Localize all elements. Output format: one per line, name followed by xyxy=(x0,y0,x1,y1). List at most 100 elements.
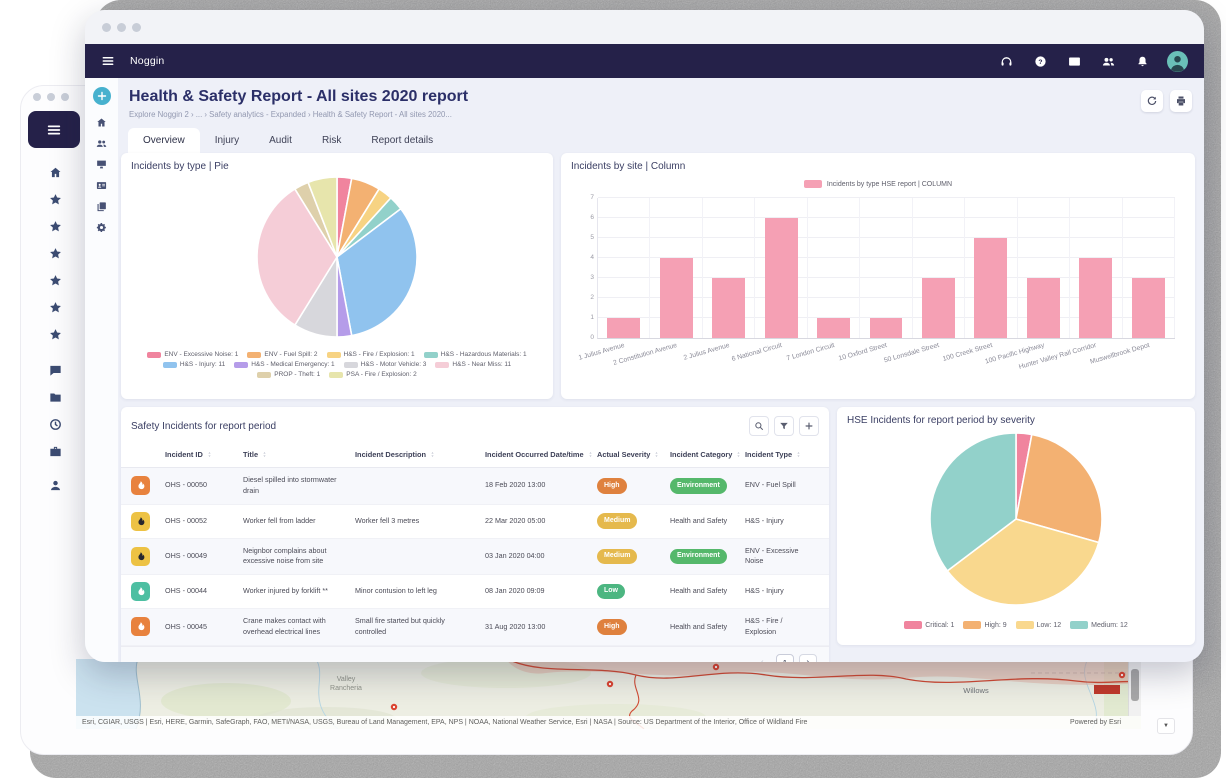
copy-icon[interactable] xyxy=(96,201,107,212)
home-icon[interactable] xyxy=(49,166,62,179)
search-icon[interactable] xyxy=(749,416,769,436)
star-icon[interactable] xyxy=(49,328,62,341)
x-axis-label: 10 Oxford Street xyxy=(838,342,888,363)
briefcase-icon[interactable] xyxy=(49,445,62,458)
window-control-dot[interactable] xyxy=(61,93,69,101)
window-control-dot[interactable] xyxy=(132,22,141,32)
print-icon[interactable] xyxy=(1170,90,1192,112)
menu-button[interactable] xyxy=(28,111,80,148)
pagination-page[interactable]: 1 xyxy=(776,653,794,662)
card-safety-incidents: Safety Incidents for report period Incid… xyxy=(121,407,829,662)
tab-report-details[interactable]: Report details xyxy=(371,135,434,146)
filter-icon[interactable] xyxy=(774,416,794,436)
cell-occurred-datetime: 08 Jan 2020 09:09 xyxy=(485,586,545,596)
flame-icon xyxy=(135,586,146,597)
column-bar xyxy=(921,278,955,338)
star-icon[interactable] xyxy=(49,247,62,260)
window-control-dot[interactable] xyxy=(102,22,111,32)
folder-icon[interactable] xyxy=(49,391,62,404)
table-row[interactable]: OHS - 00049 Neignbor complains about exce… xyxy=(121,538,829,576)
sort-icon[interactable] xyxy=(735,451,742,458)
clock-icon[interactable] xyxy=(49,418,62,431)
home-icon[interactable] xyxy=(96,117,107,128)
table-row[interactable]: OHS - 00044 Worker injured by forklift **… xyxy=(121,575,829,610)
star-icon[interactable] xyxy=(49,220,62,233)
attribution-expand-icon[interactable]: ▼ xyxy=(1157,718,1175,734)
pie-slice xyxy=(1015,433,1103,544)
icon-rail xyxy=(85,78,118,662)
monitor-icon[interactable] xyxy=(96,159,107,170)
window-control-dot[interactable] xyxy=(117,22,126,32)
map-scrollbar[interactable] xyxy=(1128,659,1141,716)
severity-badge: High xyxy=(597,619,627,635)
plus-icon[interactable] xyxy=(799,416,819,436)
cell-title: Worker injured by forklift ** xyxy=(243,586,328,596)
legend-swatch xyxy=(162,361,177,368)
severity-badge: Medium xyxy=(597,548,638,565)
column-bar xyxy=(659,258,693,338)
headset-icon[interactable] xyxy=(1000,55,1013,68)
avatar[interactable] xyxy=(1167,50,1188,72)
cell-icon xyxy=(131,582,165,602)
tab-overview[interactable]: Overview xyxy=(128,128,200,153)
plus-icon[interactable] xyxy=(92,87,111,105)
table-row[interactable]: OHS - 00050 Diesel spilled into stormwate… xyxy=(121,468,829,505)
cell-category: Environment xyxy=(670,478,745,494)
chat-icon[interactable] xyxy=(49,364,62,377)
sort-icon[interactable] xyxy=(795,451,802,458)
scrollbar-thumb[interactable] xyxy=(1131,669,1139,701)
column-slot: 100 Pacific Highway xyxy=(985,198,1071,366)
legend-label: PSA - Fire / Explosion: 2 xyxy=(346,371,417,378)
bell-icon[interactable] xyxy=(1136,55,1149,68)
star-icon[interactable] xyxy=(49,274,62,287)
hamburger-icon xyxy=(46,122,62,138)
help-icon[interactable]: ? xyxy=(1034,55,1047,68)
table-row[interactable]: OHS - 00052 Worker fell from ladder Worker… xyxy=(121,505,829,539)
gear-icon[interactable] xyxy=(96,222,107,233)
tab-injury[interactable]: Injury xyxy=(214,135,240,146)
legend-label: H&S - Injury: 11 xyxy=(179,361,226,368)
star-icon[interactable] xyxy=(49,193,62,206)
column-header-incident-id[interactable]: Incident ID xyxy=(165,450,243,459)
cell-incident-id: OHS - 00049 xyxy=(165,550,207,560)
hamburger-icon[interactable] xyxy=(101,54,115,68)
sort-icon[interactable] xyxy=(429,451,436,458)
column-header-actual-severity[interactable]: Actual Severity xyxy=(597,450,670,459)
people-icon[interactable] xyxy=(96,138,107,149)
column-slot: 100 Creek Street xyxy=(942,198,1018,363)
column-slot: 10 Oxford Street xyxy=(838,198,913,362)
column-slot: Muswellbrook Depot xyxy=(1089,198,1175,366)
table-body: OHS - 00050 Diesel spilled into stormwate… xyxy=(121,468,829,646)
breadcrumb[interactable]: Explore Noggin 2 › ... › Safety analytic… xyxy=(129,110,452,119)
refresh-icon[interactable] xyxy=(1141,90,1163,112)
pagination-prev[interactable]: ‹ xyxy=(753,654,771,662)
map-canvas[interactable]: Valley Rancheria Willows Esri, CGIAR, US… xyxy=(76,659,1141,729)
column-header-incident-occurred-date-time[interactable]: Incident Occurred Date/time xyxy=(485,450,597,459)
person-icon[interactable] xyxy=(49,479,62,492)
sort-icon[interactable] xyxy=(206,451,213,458)
flame-icon xyxy=(135,516,146,527)
cell-severity: Low xyxy=(597,583,670,600)
tab-risk[interactable]: Risk xyxy=(321,135,342,146)
window-control-dot[interactable] xyxy=(33,93,41,101)
tab-audit[interactable]: Audit xyxy=(269,135,292,146)
star-icon[interactable] xyxy=(49,301,62,314)
table-row[interactable]: OHS - 00045 Crane makes contact with over… xyxy=(121,609,829,646)
cell-icon xyxy=(131,546,165,566)
pie-chart-severity xyxy=(929,432,1103,606)
sort-icon[interactable] xyxy=(587,451,594,458)
window-control-dot[interactable] xyxy=(47,93,55,101)
column-header-incident-description[interactable]: Incident Description xyxy=(355,450,485,459)
people-icon[interactable] xyxy=(1102,55,1115,68)
sort-icon[interactable] xyxy=(653,451,660,458)
column-header-incident-type[interactable]: Incident Type xyxy=(745,450,819,459)
column-header-incident-category[interactable]: Incident Category xyxy=(670,450,745,459)
gridline xyxy=(598,277,1175,278)
cell-incident-type: H&S - Fire / Explosion xyxy=(745,616,783,636)
id-card-icon[interactable] xyxy=(96,180,107,191)
sort-icon[interactable] xyxy=(261,451,268,458)
cell-incident-type: H&S - Injury xyxy=(745,586,784,596)
pagination-next[interactable]: › xyxy=(799,653,817,662)
column-header-title[interactable]: Title xyxy=(243,450,355,459)
id-card-icon[interactable] xyxy=(1068,55,1081,68)
